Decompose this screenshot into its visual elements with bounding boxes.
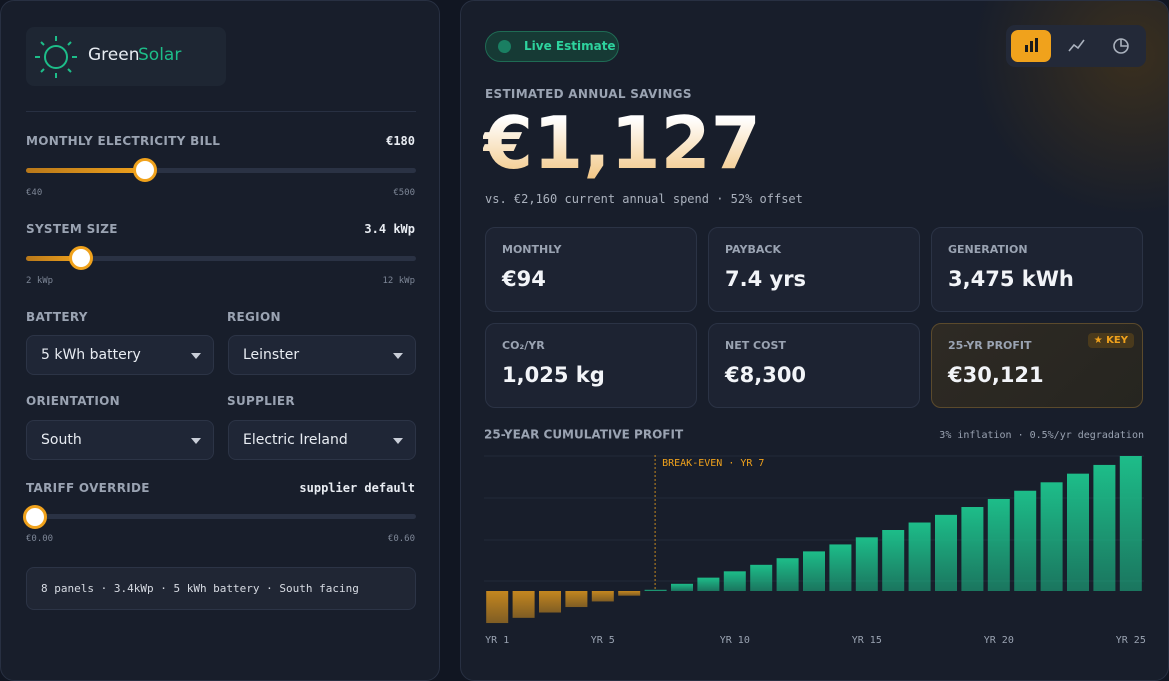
key-tag: ★ KEY [1087,333,1134,348]
stat-value: 3,475 kWh [948,267,1074,291]
bar [723,571,746,591]
bar [961,507,984,591]
stat-card: CO₂/YR 1,025 kg [485,323,697,408]
stat-label: 25-YR PROFIT [948,339,1032,352]
bar [882,530,905,591]
bar [486,591,509,624]
bar [1040,482,1063,591]
stat-card: NET COST €8,300 [708,323,920,408]
stat-card: GENERATION 3,475 kWh [931,227,1143,312]
dropdown[interactable]: Leinster [228,335,416,375]
stat-card: PAYBACK 7.4 yrs [708,227,920,312]
stat-card: 25-YR PROFIT €30,121 ★ KEY [931,323,1143,408]
x-tick-label: YR 25 [1116,635,1146,646]
bar [803,551,825,591]
headline-note: vs. €2,160 current annual spend · 52% of… [485,192,803,206]
control-label: ORIENTATION [26,394,120,408]
dropdown[interactable]: 5 kWh battery [26,335,214,375]
sun-icon [35,36,77,78]
slider-max: €500 [393,188,415,198]
slider-fill [26,168,145,173]
controls-panel: Green Solar MONTHLY ELECTRICITY BILL €18… [0,0,440,681]
chart-title: 25-YEAR CUMULATIVE PROFIT [484,428,684,442]
logo: Green Solar [26,27,226,86]
stat-label: MONTHLY [502,243,562,256]
slider-track[interactable] [26,168,416,173]
bar [776,558,799,591]
summary: 8 panels · 3.4kWp · 5 kWh battery · Sout… [26,567,416,610]
line-view-button[interactable] [1056,30,1096,62]
stat-label: NET COST [725,339,786,352]
bar [565,591,588,608]
control-label: MONTHLY ELECTRICITY BILL [26,134,221,148]
control-value: supplier default [299,481,415,495]
control-label: SYSTEM SIZE [26,222,118,236]
x-tick-label: YR 15 [852,635,882,646]
bar [591,591,614,602]
bar [855,537,878,591]
bar [908,522,931,591]
brand-name: Solar [138,45,182,65]
bar [512,591,535,618]
slider-max: 12 kWp [382,276,415,286]
stat-label: CO₂/YR [502,339,545,352]
control-label: SUPPLIER [227,394,295,408]
bar [697,577,720,591]
pie-view-button[interactable] [1101,30,1141,62]
profit-chart: 25-YEAR CUMULATIVE PROFIT 3% inflation ·… [484,428,1146,646]
bar-view-button[interactable] [1011,30,1051,62]
dropdown[interactable]: Electric Ireland [228,420,416,460]
slider-min: 2 kWp [26,276,54,286]
stat-card: MONTHLY €94 [485,227,697,312]
stat-label: PAYBACK [725,243,781,256]
control-label: REGION [227,310,281,324]
bar [750,564,773,591]
slider-fill [26,256,81,261]
bar [618,591,641,596]
stat-value: €8,300 [725,363,807,387]
slider-track[interactable] [26,256,416,261]
bar [1014,490,1037,591]
bar [671,583,693,591]
badge-text: Live Estimate [524,39,616,53]
stat-value: €94 [502,267,546,291]
control-label: BATTERY [26,310,88,324]
slider-thumb[interactable] [23,505,47,529]
x-tick-label: YR 1 [485,635,509,646]
bar [1067,473,1089,591]
stat-value: 7.4 yrs [725,267,807,291]
control-value: 3.4 kWp [364,222,415,236]
control-value: €180 [386,134,415,148]
break-even-label: BREAK-EVEN · YR 7 [662,458,764,469]
slider-min: €40 [26,188,43,198]
stat-label: GENERATION [948,243,1028,256]
slider-thumb[interactable] [132,158,157,182]
brand-name: Green [88,45,140,65]
slider-max: €0.60 [387,534,415,544]
control-label: TARIFF OVERRIDE [26,481,150,495]
stat-value: €30,121 [948,363,1044,387]
headline-value: €1,127 [483,101,761,185]
slider-track[interactable] [26,514,416,519]
bar [539,591,561,613]
x-tick-label: YR 10 [720,635,750,646]
bar [1119,456,1142,591]
slider-min: €0.00 [26,534,54,544]
bar [644,589,667,591]
bar [987,498,1010,591]
slider-thumb[interactable] [68,246,93,270]
x-tick-label: YR 5 [591,635,615,646]
bar [1093,464,1116,591]
chart-subtitle: 3% inflation · 0.5%/yr degradation [939,430,1144,441]
stat-value: 1,025 kg [502,363,605,387]
dropdown[interactable]: South [26,420,214,460]
x-tick-label: YR 20 [984,635,1014,646]
headline-label: ESTIMATED ANNUAL SAVINGS [485,87,692,101]
bar [935,514,957,591]
view-toggle [1006,25,1146,67]
bar [829,544,852,591]
badge: Live Estimate [485,31,619,62]
